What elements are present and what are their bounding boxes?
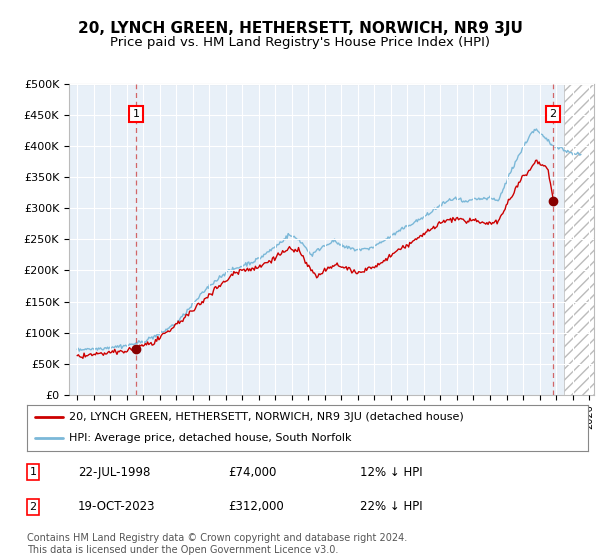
Text: 19-OCT-2023: 19-OCT-2023 — [78, 500, 155, 514]
Text: 2: 2 — [549, 109, 556, 119]
Text: 20, LYNCH GREEN, HETHERSETT, NORWICH, NR9 3JU: 20, LYNCH GREEN, HETHERSETT, NORWICH, NR… — [77, 21, 523, 36]
Text: 22% ↓ HPI: 22% ↓ HPI — [360, 500, 422, 514]
Text: 1: 1 — [133, 109, 139, 119]
Text: HPI: Average price, detached house, South Norfolk: HPI: Average price, detached house, Sout… — [69, 433, 352, 444]
Text: £74,000: £74,000 — [228, 465, 277, 479]
Text: 22-JUL-1998: 22-JUL-1998 — [78, 465, 151, 479]
Text: 12% ↓ HPI: 12% ↓ HPI — [360, 465, 422, 479]
Text: Price paid vs. HM Land Registry's House Price Index (HPI): Price paid vs. HM Land Registry's House … — [110, 36, 490, 49]
Text: 2: 2 — [29, 502, 37, 512]
Text: 1: 1 — [29, 467, 37, 477]
Text: Contains HM Land Registry data © Crown copyright and database right 2024.
This d: Contains HM Land Registry data © Crown c… — [27, 533, 407, 555]
Text: 20, LYNCH GREEN, HETHERSETT, NORWICH, NR9 3JU (detached house): 20, LYNCH GREEN, HETHERSETT, NORWICH, NR… — [69, 412, 464, 422]
Bar — [564, 84, 600, 395]
Text: £312,000: £312,000 — [228, 500, 284, 514]
Bar — [69, 84, 564, 395]
